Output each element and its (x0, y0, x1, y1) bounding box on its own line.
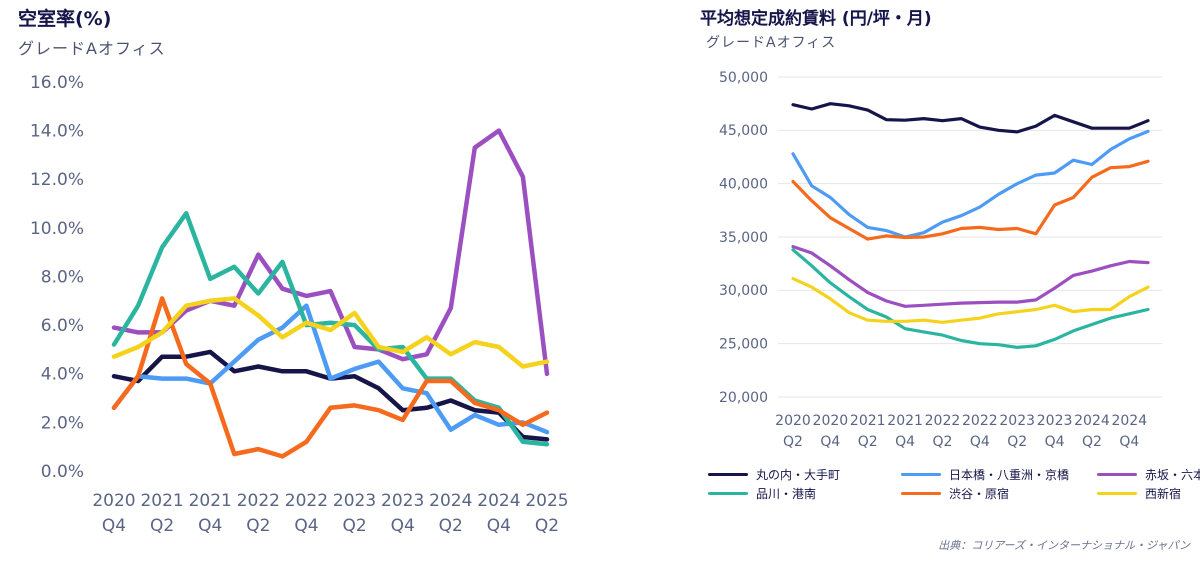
rent-series-line-5 (791, 277, 1150, 324)
legend-swatch (901, 473, 941, 476)
rent-x-tick-quarter: Q2 (858, 434, 878, 450)
rent-x-tick-year: 2024 (1074, 413, 1110, 429)
rent-y-tick-label: 35,000 (719, 230, 768, 246)
rent-series-line-0 (791, 102, 1150, 134)
right-chart-title: 平均想定成約賃料 (円/坪・月) (700, 9, 932, 29)
vacancy-y-tick-label: 0.0% (41, 462, 84, 482)
rent-y-tick-label: 20,000 (719, 390, 768, 406)
rent-x-tick-year: 2024 (1111, 413, 1147, 429)
rent-y-tick-label: 25,000 (719, 337, 768, 353)
vacancy-x-tick-year: 2024 (429, 491, 472, 511)
rent-x-tick-year: 2020 (775, 413, 811, 429)
rent-series-line-4 (791, 159, 1150, 241)
legend-label: 丸の内・大手町 (756, 468, 841, 482)
rent-x-tick-year: 2020 (813, 413, 849, 429)
vacancy-y-tick-label: 16.0% (30, 73, 84, 93)
rent-x-tick-year: 2021 (850, 413, 886, 429)
legend-label: 渋谷・原宿 (949, 487, 1010, 501)
rent-series-line-1 (791, 129, 1150, 239)
legend-swatch (1097, 492, 1137, 495)
rent-x-tick-quarter: Q2 (933, 434, 953, 450)
vacancy-x-tick-quarter: Q4 (198, 516, 222, 536)
vacancy-x-tick-quarter: Q2 (150, 516, 174, 536)
vacancy-x-tick-year: 2022 (237, 491, 280, 511)
legend-label: 品川・港南 (756, 487, 817, 501)
vacancy-x-tick-year: 2023 (381, 491, 424, 511)
rent-x-tick-quarter: Q2 (1007, 434, 1027, 450)
legend-item: 渋谷・原宿 (901, 485, 1009, 502)
rent-chart-legend: 丸の内・大手町 日本橋・八重洲・京橋 赤坂・六本木品川・港南 渋谷・原宿 西新宿 (708, 466, 1200, 506)
vacancy-x-tick-quarter: Q4 (102, 516, 126, 536)
vacancy-series-line-4 (111, 296, 550, 459)
vacancy-x-tick-quarter: Q2 (342, 516, 366, 536)
legend-item: 丸の内・大手町 (708, 466, 840, 483)
legend-item: 日本橋・八重洲・京橋 (901, 466, 1069, 483)
vacancy-y-tick-label: 4.0% (41, 365, 84, 385)
vacancy-x-tick-quarter: Q2 (439, 516, 463, 536)
rent-series-line-3 (791, 248, 1150, 349)
legend-item: 品川・港南 (708, 485, 816, 502)
vacancy-y-tick-label: 10.0% (30, 219, 84, 239)
legend-swatch (1097, 473, 1137, 476)
rent-series-line-2 (791, 245, 1150, 308)
rent-x-tick-year: 2022 (962, 413, 998, 429)
rent-y-tick-label: 40,000 (719, 177, 768, 193)
legend-swatch (901, 492, 941, 495)
rent-x-tick-year: 2021 (887, 413, 923, 429)
rent-y-tick-label: 45,000 (719, 123, 768, 139)
legend-label: 西新宿 (1145, 487, 1182, 501)
vacancy-x-tick-year: 2022 (285, 491, 328, 511)
rent-x-tick-quarter: Q4 (1119, 434, 1139, 450)
rent-x-tick-year: 2023 (999, 413, 1035, 429)
vacancy-y-tick-label: 6.0% (41, 316, 84, 336)
vacancy-x-tick-quarter: Q2 (246, 516, 270, 536)
rent-x-tick-year: 2022 (925, 413, 961, 429)
rent-x-tick-quarter: Q4 (895, 434, 915, 450)
rent-x-tick-quarter: Q4 (1045, 434, 1065, 450)
legend-swatch (708, 473, 748, 476)
rent-y-tick-label: 30,000 (719, 283, 768, 299)
legend-label: 赤坂・六本木 (1145, 468, 1200, 482)
vacancy-rate-chart: 0.0% 2.0% 4.0% 6.0% 8.0% 10.0% 12.0% 14.0% 16.0%… (30, 73, 569, 536)
rent-x-tick-quarter: Q2 (783, 434, 803, 450)
vacancy-x-tick-quarter: Q2 (535, 516, 559, 536)
rent-y-tick-label: 50,000 (719, 70, 768, 86)
vacancy-y-tick-label: 12.0% (30, 170, 84, 190)
vacancy-x-tick-quarter: Q4 (487, 516, 511, 536)
legend-swatch (708, 492, 748, 495)
vacancy-y-tick-label: 8.0% (41, 267, 84, 287)
vacancy-x-tick-year: 2021 (189, 491, 232, 511)
vacancy-y-tick-label: 2.0% (41, 413, 84, 433)
vacancy-x-tick-year: 2021 (140, 491, 183, 511)
vacancy-x-tick-year: 2025 (525, 491, 568, 511)
vacancy-x-tick-year: 2023 (333, 491, 376, 511)
legend-label: 日本橋・八重洲・京橋 (949, 468, 1070, 482)
source-note: 出典：コリアーズ・インターナショナル・ジャパン (938, 539, 1190, 552)
rent-x-tick-year: 2023 (1037, 413, 1073, 429)
vacancy-y-tick-label: 14.0% (30, 122, 84, 142)
vacancy-series-line-1 (111, 303, 550, 435)
vacancy-x-tick-quarter: Q4 (294, 516, 318, 536)
vacancy-series-line-2 (111, 128, 550, 377)
rent-x-tick-quarter: Q4 (820, 434, 840, 450)
vacancy-x-tick-year: 2024 (477, 491, 520, 511)
legend-item: 赤坂・六本木 (1097, 466, 1200, 483)
right-chart-subtitle: グレードAオフィス (706, 35, 837, 51)
left-chart-title: 空室率(%) (18, 8, 112, 30)
legend-item: 西新宿 (1097, 485, 1181, 502)
vacancy-x-tick-year: 2020 (92, 491, 135, 511)
rent-x-tick-quarter: Q4 (970, 434, 990, 450)
left-chart-subtitle: グレードAオフィス (18, 39, 166, 58)
vacancy-series-line-5 (111, 296, 550, 369)
rent-x-tick-quarter: Q2 (1082, 434, 1102, 450)
vacancy-x-tick-quarter: Q4 (391, 516, 415, 536)
